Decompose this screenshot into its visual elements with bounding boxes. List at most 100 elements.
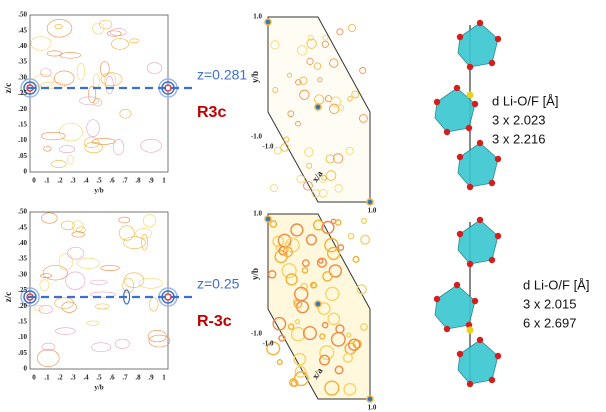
contour (42, 265, 68, 281)
contour (114, 338, 130, 349)
map-contour (360, 217, 368, 225)
map-contour (319, 333, 326, 340)
y-tick-label: .45 (18, 223, 27, 231)
map-contour (351, 90, 360, 99)
x-tick-label: 0 (32, 177, 36, 185)
contour (76, 62, 86, 81)
y-tick-label: .45 (18, 26, 27, 34)
atom (476, 19, 484, 27)
map-contour (359, 67, 367, 74)
d-title: d Li-O/F [Å] (492, 93, 558, 108)
map-contour (269, 220, 278, 228)
contour (99, 19, 113, 30)
x-tick-label: .4 (83, 374, 89, 382)
contour (61, 301, 77, 313)
map-contour (306, 57, 314, 65)
contour (84, 141, 103, 154)
contour (105, 75, 114, 95)
contour (123, 272, 145, 288)
map-contour (347, 96, 353, 102)
map-contour (334, 184, 343, 193)
space-group: R3c (197, 104, 226, 121)
atom (465, 124, 473, 132)
contour (135, 228, 152, 239)
space-group: R-3c (197, 313, 232, 330)
map-contour (318, 188, 328, 198)
y-tick-label: .15 (18, 121, 27, 129)
map-contour (307, 34, 314, 41)
d-value: 3 x 2.023 (492, 112, 546, 127)
y-tick-label: .25 (18, 89, 27, 97)
x-tick-label: .9 (148, 177, 154, 185)
map-contour (343, 382, 357, 396)
x-tick-label: .7 (122, 177, 128, 185)
map-contour (294, 318, 301, 325)
y-tick-label: .15 (18, 318, 27, 326)
map-contour (321, 220, 335, 235)
contour (67, 246, 85, 260)
map-contour (328, 264, 343, 278)
map-contour (306, 38, 317, 49)
contour (67, 154, 74, 165)
map-contour (321, 321, 329, 329)
map-contour (297, 45, 308, 56)
map-contour (278, 334, 286, 342)
y-tick-label: .20 (18, 105, 27, 113)
atom (453, 281, 461, 289)
map-x-right: 1.0 (368, 207, 377, 215)
map-contour (346, 332, 352, 338)
map-contour (283, 136, 290, 143)
map-contour (270, 40, 280, 50)
map-contour (295, 79, 302, 86)
contour (129, 38, 140, 44)
map-contour (334, 219, 342, 226)
atom (456, 350, 464, 358)
x-tick-label: .3 (70, 177, 76, 185)
atom (488, 256, 496, 264)
map-contour (337, 104, 344, 111)
map-contour (299, 89, 310, 100)
atom (443, 128, 451, 136)
x-tick-label: .4 (83, 177, 89, 185)
atom (471, 100, 479, 108)
map-contour (337, 244, 345, 251)
map-contour (334, 365, 344, 375)
contour (34, 304, 43, 311)
map-contour (319, 354, 331, 366)
atom (466, 260, 474, 268)
map-contour (295, 120, 301, 127)
contour (60, 220, 75, 231)
contour (95, 303, 110, 310)
contour (38, 305, 53, 314)
atom (453, 84, 461, 92)
contour (123, 236, 146, 249)
contour (79, 96, 100, 106)
contour (86, 119, 100, 137)
contour (141, 234, 148, 251)
map-contour (296, 300, 310, 314)
map-contour (317, 302, 331, 316)
map-x-left: -1.0 (262, 340, 274, 348)
contour (39, 279, 50, 291)
map-y-label: y/b (250, 71, 260, 83)
map-peak (264, 18, 272, 26)
x-tick-label: .8 (135, 177, 141, 185)
atom (476, 216, 484, 224)
atom (443, 325, 451, 333)
map-contour (336, 28, 344, 36)
map-contour (287, 72, 293, 78)
d-value: 6 x 2.697 (523, 315, 577, 330)
map-contour (324, 380, 340, 396)
map-peak (366, 198, 374, 206)
x-tick-label: .9 (148, 374, 154, 382)
map-contour (347, 232, 355, 240)
contour (71, 231, 85, 238)
contour (41, 131, 66, 141)
y-tick-label: .30 (18, 73, 27, 81)
contour (51, 159, 67, 168)
x-tick-label: .5 (96, 177, 102, 185)
contour (112, 138, 125, 156)
x-axis-label: y/b (94, 187, 103, 195)
map-contour (300, 282, 309, 291)
atom (466, 183, 474, 191)
